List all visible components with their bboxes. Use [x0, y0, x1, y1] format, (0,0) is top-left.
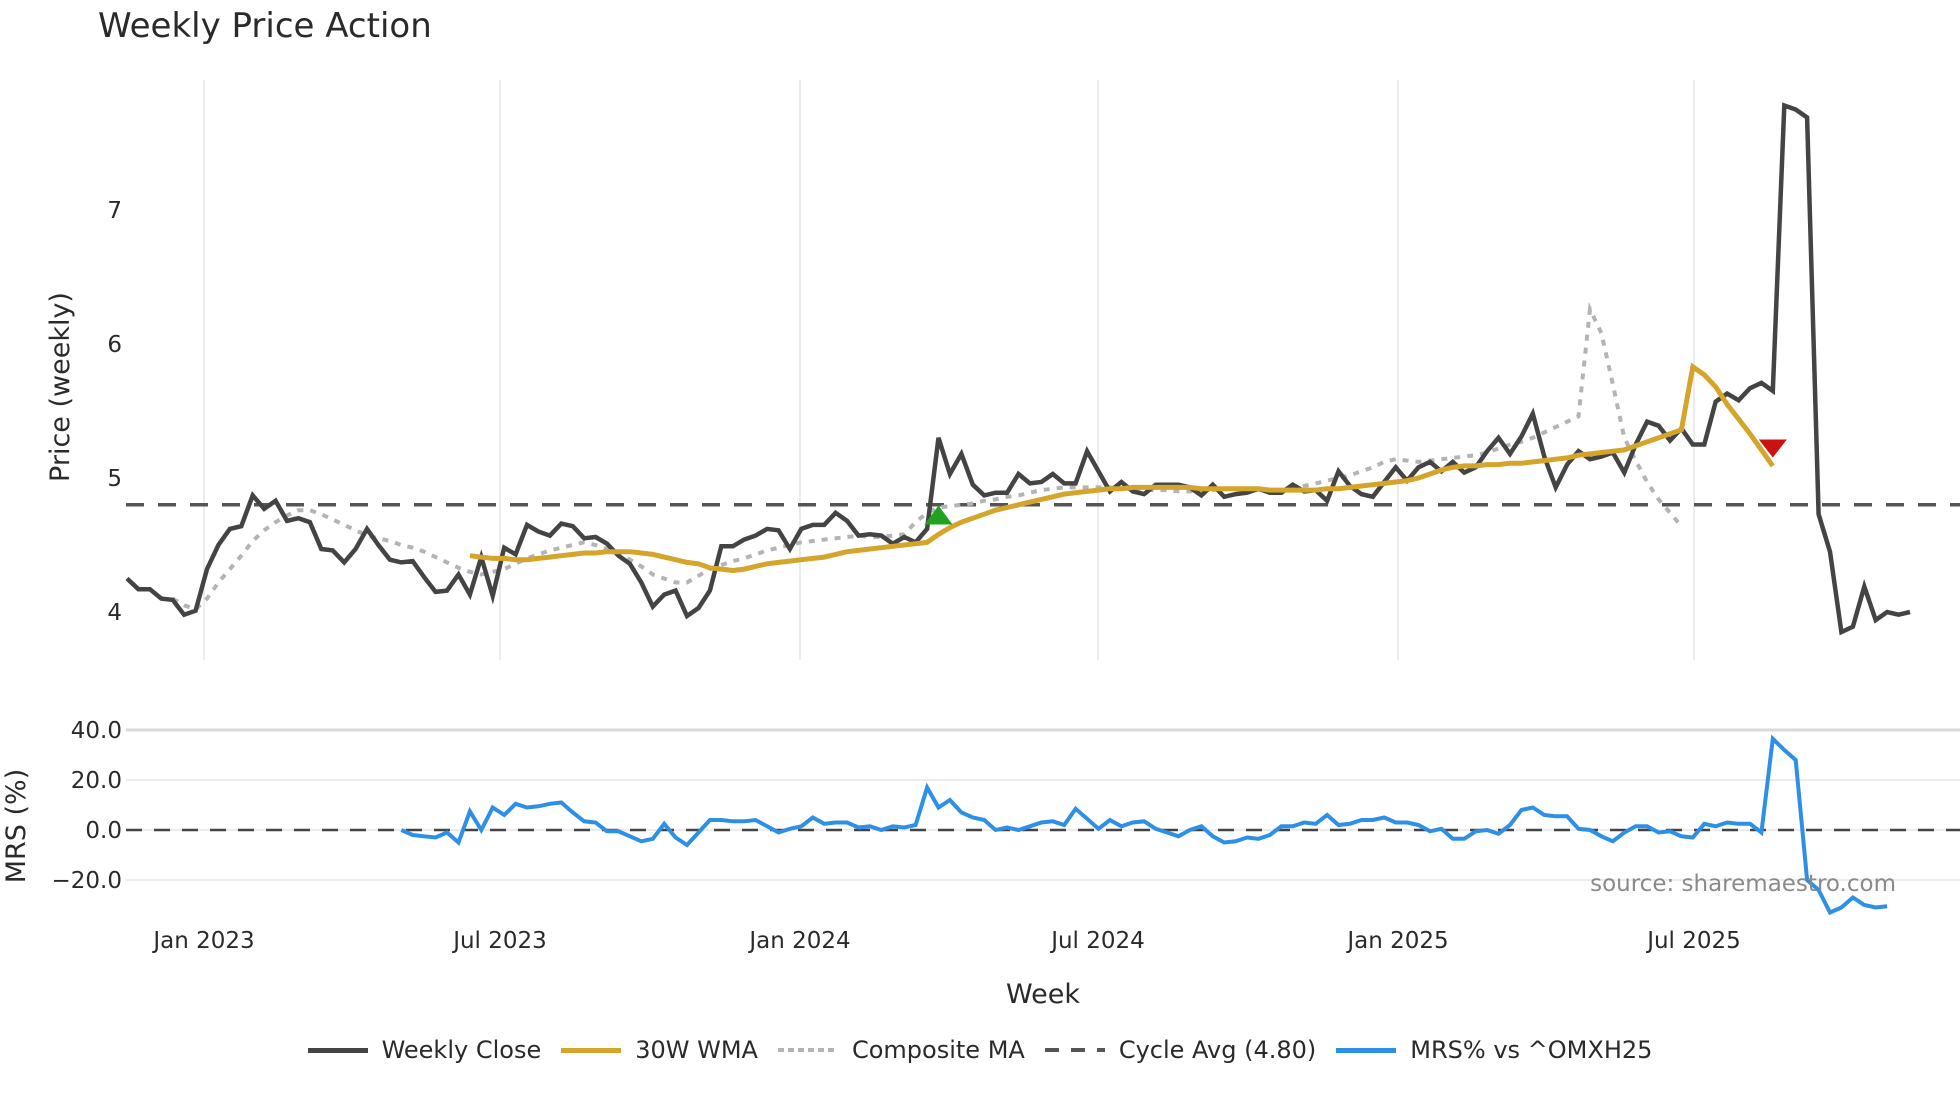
legend-label: Composite MA [851, 1036, 1025, 1064]
buy-signal-triangle-up-icon [924, 505, 953, 525]
mrs-y-tick: 0.0 [85, 818, 122, 844]
legend-label: MRS% vs ^OMXH25 [1410, 1036, 1653, 1064]
x-axis-label: Week [1006, 979, 1080, 1010]
legend-swatch-icon [561, 1047, 622, 1053]
mrs-y-tick: 20.0 [71, 768, 122, 794]
x-tick: Jan 2025 [1345, 928, 1448, 954]
mrs-series-layer [126, 734, 1960, 916]
weekly-close-line [125, 102, 1911, 636]
x-tick: Jul 2025 [1645, 928, 1741, 954]
composite-ma-line [171, 301, 1683, 612]
legend-item[interactable]: Cycle Avg (4.80) [1044, 1036, 1317, 1064]
legend-label: Weekly Close [381, 1036, 542, 1064]
price-y-tick: 4 [107, 600, 122, 626]
price-y-tick: 7 [107, 198, 122, 224]
x-tick: Jul 2023 [451, 928, 547, 954]
legend-swatch-icon [1044, 1048, 1105, 1052]
x-tick: Jan 2023 [151, 928, 254, 954]
legend-item[interactable]: Composite MA [777, 1036, 1025, 1064]
legend: Weekly Close 30W WMA Composite MA Cycle Avg… [0, 1036, 1960, 1064]
legend-swatch-icon [777, 1048, 838, 1052]
mrs-y-axis-label: MRS (%) [1, 769, 32, 884]
chart-title: Weekly Price Action [98, 6, 432, 46]
legend-item[interactable]: 30W WMA [561, 1036, 758, 1064]
mrs-y-axis-ticks: 40.0 20.0 0.0 −20.0 [52, 718, 122, 894]
x-axis-ticks: Jan 2023 Jul 2023 Jan 2024 Jul 2024 Jan 2025… [151, 928, 1740, 954]
wma-30w-line [469, 362, 1775, 574]
price-gridlines [203, 80, 1695, 660]
legend-swatch-icon [307, 1047, 368, 1053]
mrs-gridlines [126, 728, 1960, 881]
price-y-tick: 5 [107, 466, 122, 492]
source-annotation: source: sharemaestro.com [1590, 871, 1896, 897]
x-tick: Jan 2024 [747, 928, 850, 954]
price-y-axis-label: Price (weekly) [45, 292, 76, 482]
signal-markers [924, 439, 1787, 525]
price-y-tick: 6 [107, 332, 122, 358]
mrs-y-tick: −20.0 [52, 868, 122, 894]
legend-item[interactable]: Weekly Close [307, 1036, 542, 1064]
mrs-y-tick: 40.0 [71, 718, 122, 744]
legend-label: Cycle Avg (4.80) [1118, 1036, 1317, 1064]
legend-label: 30W WMA [635, 1036, 758, 1064]
legend-swatch-icon [1336, 1047, 1397, 1053]
price-y-axis-ticks: 4 5 6 7 [107, 198, 122, 626]
mrs-line [400, 734, 1888, 916]
sell-signal-triangle-down-icon [1758, 439, 1787, 458]
legend-item[interactable]: MRS% vs ^OMXH25 [1336, 1036, 1652, 1064]
x-tick: Jul 2024 [1049, 928, 1145, 954]
price-series-layer [125, 102, 1960, 636]
